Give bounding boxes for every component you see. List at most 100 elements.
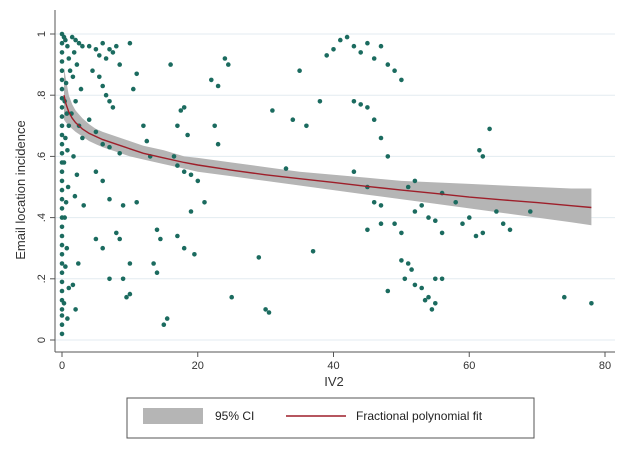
data-point-118 [164, 316, 170, 321]
data-point-56 [76, 40, 82, 46]
data-point-191 [419, 203, 425, 208]
data-point-95 [107, 196, 112, 202]
data-point-187 [422, 297, 428, 303]
data-point-38 [67, 68, 73, 73]
data-point-50 [63, 264, 68, 269]
data-point-145 [283, 166, 289, 171]
data-point-144 [270, 108, 275, 113]
data-point-1 [59, 322, 65, 328]
data-point-116 [154, 270, 160, 276]
x-tick-label-0: 0 [59, 360, 65, 372]
data-point-158 [371, 56, 377, 61]
data-point-200 [467, 215, 472, 220]
axes [54, 10, 615, 353]
data-point-26 [59, 96, 65, 101]
y-tick-label-0: 0 [36, 337, 48, 343]
data-point-59 [74, 62, 80, 67]
ci-band [64, 67, 592, 226]
data-point-178 [399, 258, 404, 263]
data-point-105 [107, 276, 112, 282]
data-point-88 [86, 117, 92, 122]
data-point-121 [178, 108, 184, 113]
data-point-22 [59, 132, 65, 138]
data-point-198 [453, 200, 459, 205]
data-point-21 [59, 141, 65, 147]
data-point-149 [310, 249, 316, 254]
data-point-190 [412, 209, 418, 214]
data-point-65 [80, 135, 85, 141]
data-point-67 [74, 172, 80, 178]
data-point-89 [93, 129, 99, 135]
y-ticks: 0 .2 .4 .6 .8 1 [36, 31, 55, 343]
data-point-133 [192, 252, 197, 257]
data-point-202 [477, 148, 482, 153]
data-point-201 [473, 233, 479, 239]
data-point-194 [439, 230, 445, 236]
data-point-80 [114, 43, 119, 49]
data-point-189 [439, 276, 445, 282]
data-point-60 [70, 74, 76, 80]
data-point-9 [59, 252, 65, 257]
data-point-157 [365, 40, 370, 46]
data-point-87 [110, 105, 116, 110]
data-point-2 [59, 313, 65, 318]
y-tick-label-3: .6 [36, 152, 48, 161]
data-point-148 [304, 123, 309, 129]
data-point-72 [73, 307, 78, 312]
data-point-18 [59, 169, 65, 174]
data-point-74 [93, 47, 99, 52]
data-point-101 [127, 261, 133, 266]
data-point-142 [263, 307, 268, 312]
data-point-83 [97, 74, 102, 80]
data-point-127 [188, 172, 194, 178]
data-point-176 [378, 221, 384, 226]
y-tick-label-5: 1 [36, 31, 48, 37]
data-point-209 [528, 209, 533, 214]
data-point-136 [222, 56, 228, 61]
data-point-97 [93, 236, 99, 242]
data-point-55 [73, 37, 78, 43]
data-point-25 [59, 105, 65, 110]
data-point-177 [385, 288, 391, 294]
data-point-47 [63, 200, 69, 205]
data-point-193 [433, 218, 438, 223]
data-point-166 [371, 117, 377, 122]
data-point-204 [487, 126, 492, 132]
data-point-7 [59, 270, 65, 276]
x-tick-label-1: 20 [192, 360, 204, 372]
data-point-154 [344, 34, 350, 40]
data-point-129 [202, 200, 207, 205]
data-point-206 [500, 221, 506, 226]
x-axis-title: IV2 [324, 374, 344, 389]
data-point-68 [72, 193, 78, 199]
data-point-181 [402, 276, 408, 282]
data-point-103 [127, 291, 133, 297]
data-point-20 [59, 151, 65, 156]
data-point-169 [351, 169, 357, 174]
data-point-132 [175, 233, 180, 239]
data-point-23 [59, 123, 65, 129]
data-point-147 [297, 68, 302, 73]
data-point-119 [168, 62, 173, 67]
data-point-43 [63, 135, 68, 141]
data-point-120 [175, 123, 180, 129]
data-point-31 [59, 50, 65, 55]
data-point-140 [229, 294, 234, 300]
data-point-82 [90, 68, 95, 73]
data-point-184 [426, 294, 431, 300]
data-point-179 [405, 261, 411, 266]
data-point-182 [412, 282, 418, 288]
data-point-172 [378, 203, 384, 208]
data-point-134 [209, 77, 214, 83]
data-point-173 [392, 221, 397, 226]
data-point-160 [385, 62, 391, 67]
data-point-15 [59, 196, 65, 202]
legend: 95% CI Fractional polynomial fit [126, 397, 535, 439]
data-point-171 [371, 200, 377, 205]
data-point-114 [158, 236, 163, 242]
data-point-32 [59, 40, 65, 46]
data-point-192 [426, 215, 431, 220]
data-point-37 [66, 56, 72, 61]
data-point-185 [433, 301, 438, 306]
